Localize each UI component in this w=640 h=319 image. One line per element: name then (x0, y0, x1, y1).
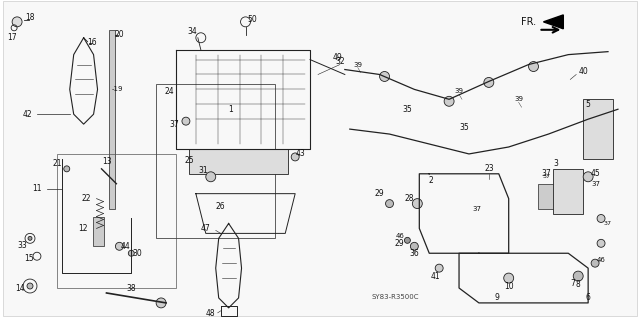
Bar (538, 184, 563, 209)
Bar (156, 85, 275, 238)
Text: 10: 10 (504, 282, 513, 291)
Circle shape (129, 250, 134, 256)
Circle shape (597, 239, 605, 247)
Text: 8: 8 (576, 279, 580, 289)
Text: 34: 34 (187, 27, 196, 36)
Text: 46: 46 (396, 234, 405, 239)
Text: 23: 23 (484, 164, 493, 173)
Circle shape (156, 298, 166, 308)
Text: 18: 18 (25, 13, 35, 22)
Text: 37: 37 (169, 120, 179, 129)
Text: 33: 33 (17, 241, 27, 250)
Text: 6: 6 (586, 293, 591, 302)
Text: 35: 35 (403, 105, 412, 114)
Text: 39: 39 (353, 62, 362, 68)
Text: 39: 39 (514, 96, 523, 102)
Circle shape (484, 78, 494, 87)
Text: 12: 12 (78, 224, 88, 233)
Text: 21: 21 (52, 160, 61, 168)
Text: 3: 3 (553, 160, 558, 168)
Circle shape (404, 237, 410, 243)
Circle shape (583, 172, 593, 182)
Text: 48: 48 (206, 309, 216, 318)
Text: 24: 24 (164, 87, 174, 96)
Text: 9: 9 (494, 293, 499, 302)
Text: 25: 25 (184, 156, 194, 165)
Text: 37: 37 (541, 169, 551, 178)
Circle shape (291, 153, 299, 161)
Text: 11: 11 (32, 184, 42, 193)
Text: 42: 42 (22, 110, 32, 119)
Bar (189, 149, 288, 174)
Text: 5: 5 (586, 100, 591, 109)
Text: 43: 43 (295, 149, 305, 159)
Text: 17: 17 (7, 33, 17, 42)
Text: -19: -19 (111, 86, 123, 93)
Text: 47: 47 (201, 224, 211, 233)
Text: 46: 46 (596, 257, 605, 263)
Bar (554, 169, 583, 213)
Text: 29: 29 (395, 239, 404, 248)
Text: 41: 41 (430, 271, 440, 281)
Text: 39: 39 (454, 88, 463, 94)
Text: 14: 14 (15, 284, 25, 293)
Text: 45: 45 (590, 169, 600, 178)
Bar (57, 154, 176, 288)
Text: 7: 7 (571, 278, 576, 287)
Text: 28: 28 (404, 194, 414, 203)
Text: 30: 30 (132, 249, 142, 258)
Text: 37: 37 (604, 221, 612, 226)
Text: 40: 40 (579, 67, 588, 76)
Circle shape (597, 214, 605, 222)
Text: 26: 26 (216, 202, 225, 211)
Text: 32: 32 (335, 57, 345, 66)
Circle shape (64, 166, 70, 172)
Text: 20: 20 (115, 30, 124, 39)
Text: 29: 29 (375, 189, 385, 198)
Text: 15: 15 (24, 254, 34, 263)
Circle shape (529, 62, 538, 71)
Text: 36: 36 (410, 249, 419, 258)
Text: 13: 13 (102, 157, 112, 167)
Circle shape (115, 242, 124, 250)
Text: 2: 2 (429, 176, 434, 185)
Text: 31: 31 (198, 166, 207, 175)
Bar (583, 99, 613, 159)
Text: 1: 1 (228, 105, 233, 114)
Circle shape (27, 283, 33, 289)
Circle shape (504, 273, 514, 283)
Circle shape (573, 271, 583, 281)
Circle shape (444, 96, 454, 106)
Text: 35: 35 (459, 122, 469, 132)
Text: 49: 49 (333, 53, 343, 62)
Text: 37: 37 (591, 181, 600, 187)
Circle shape (12, 17, 22, 27)
Circle shape (412, 199, 422, 209)
Circle shape (385, 200, 394, 208)
Text: 22: 22 (82, 194, 92, 203)
Circle shape (591, 259, 599, 267)
Text: 38: 38 (127, 284, 136, 293)
Bar (109, 30, 115, 209)
Bar (93, 217, 104, 246)
Text: 50: 50 (248, 15, 257, 24)
Circle shape (28, 236, 32, 240)
Circle shape (206, 172, 216, 182)
Polygon shape (543, 15, 563, 29)
Circle shape (380, 71, 390, 81)
Text: 37: 37 (543, 174, 550, 179)
Text: 37: 37 (472, 205, 481, 211)
Text: 44: 44 (120, 242, 130, 251)
Text: FR.: FR. (521, 17, 536, 27)
Circle shape (410, 242, 419, 250)
Circle shape (435, 264, 443, 272)
Circle shape (182, 117, 190, 125)
Text: 16: 16 (87, 38, 97, 47)
Text: SY83-R3500C: SY83-R3500C (372, 294, 419, 300)
